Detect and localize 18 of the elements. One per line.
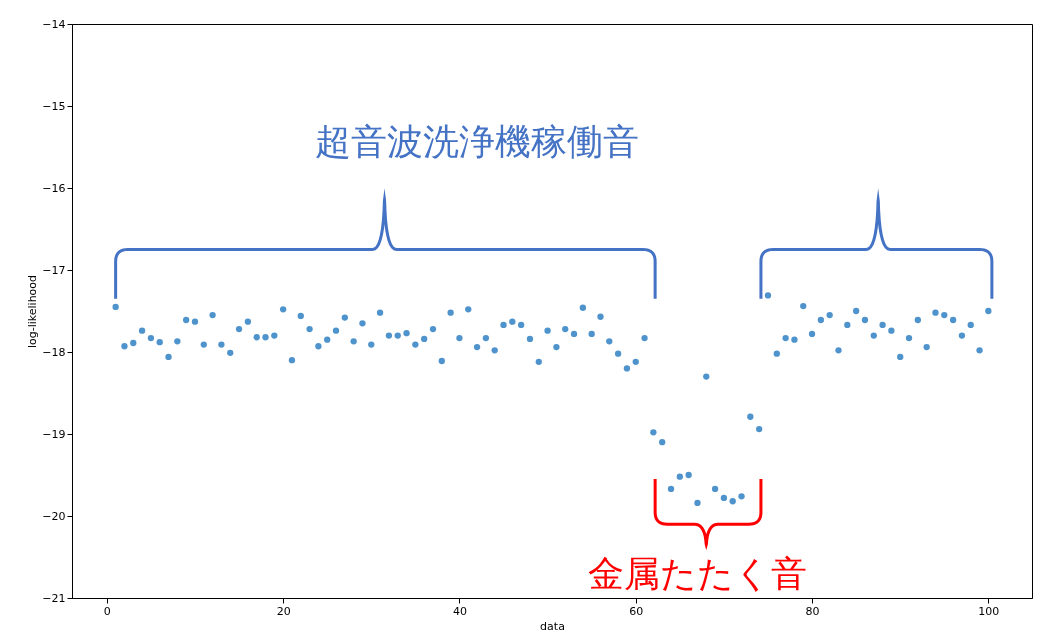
y-tick-label: −17 [42, 263, 66, 277]
y-tick-label: −15 [42, 99, 66, 113]
x-tick-label: 60 [629, 604, 644, 618]
annotation: 超音波洗浄機稼働音 [315, 120, 640, 162]
x-tick-label: 40 [452, 604, 467, 618]
y-tick-label: −19 [42, 427, 66, 441]
y-tick-label: −14 [42, 17, 66, 31]
y-tick-label: −21 [42, 591, 66, 605]
y-tick-label: −18 [42, 345, 66, 359]
x-axis-title: data [540, 619, 565, 633]
x-tick-label: 100 [978, 604, 1000, 618]
annotation: 金属たたく音 [587, 553, 807, 595]
x-tick-label: 80 [805, 604, 820, 618]
y-axis-title: log-likelihood [26, 274, 40, 349]
y-tick-label: −20 [42, 509, 66, 523]
x-tick-label: 20 [276, 604, 291, 618]
x-tick-label: 0 [103, 604, 111, 618]
y-tick-label: −16 [42, 181, 66, 195]
